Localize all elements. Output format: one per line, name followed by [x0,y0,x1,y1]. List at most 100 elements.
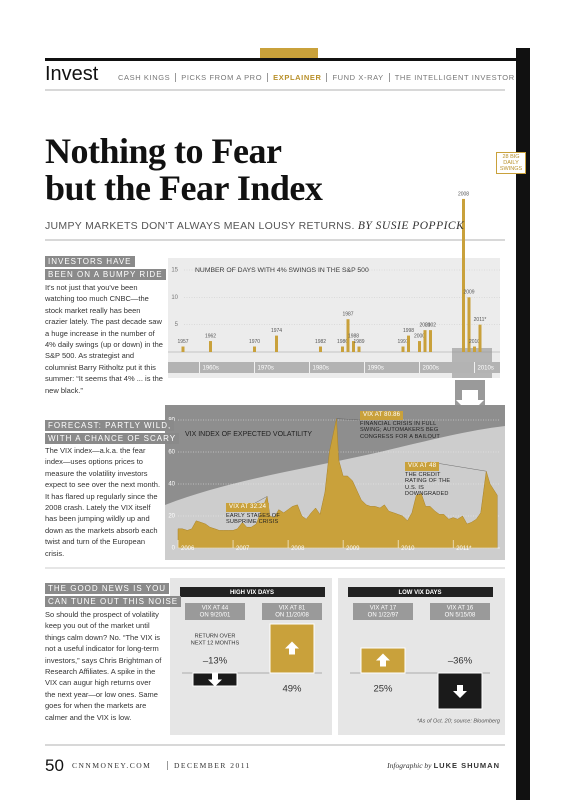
bar-label: 2002 [425,322,436,328]
bar-label: 1970 [249,339,260,345]
x-tick-label: 1990s [368,366,384,372]
panel-header [348,587,493,597]
byline: BY SUSIE POPPICK [357,220,465,232]
callout-note: FINANCIAL CRISIS IN FULL SWING; AUTOMAKE… [360,420,440,440]
x-tick-label: 2010 [401,546,415,552]
bar-label: 1998 [403,328,414,334]
y-tick-label: 60 [168,450,175,456]
return-note: RETURN OVER [195,633,236,639]
vix-area [177,418,498,549]
category-label: VIX AT 44 [202,606,229,612]
decade-band [168,362,500,373]
bar [275,335,278,352]
bar-label: 2010 [469,339,480,345]
down-arrow [208,673,222,687]
bar [319,346,322,352]
headline-line: Nothing to Fear [45,131,282,171]
section-name: Invest [45,63,99,85]
leader-line [336,418,361,421]
top-rule [45,58,516,61]
y-tick-label: 5 [175,322,179,328]
section-heading: INVESTORS HAVE BEEN ON A BUMPY RIDE [45,256,166,282]
category-label: ON 5/15/08 [445,613,476,619]
bar-label: 2008 [458,191,469,197]
nav-item[interactable]: THE INTELLIGENT INVESTOR [388,73,520,82]
zoom-arrow [456,390,484,414]
bar-label: 1997 [397,339,408,345]
bar [357,346,361,352]
bar-label: 2001 [419,322,430,328]
callout-note: THE CREDIT RATING OF THE U.S. IS DOWNGRA… [405,471,451,498]
callout-label: VIX AT 48 [405,462,440,471]
deck: JUMPY MARKETS DON'T ALWAYS MEAN LOUSY RE… [45,220,464,232]
up-arrow [376,653,390,667]
heading-line: FORECAST: PARTLY WILD, [45,420,175,431]
body-text: So should the prospect of volatility kee… [45,610,162,722]
bar-label: 1974 [271,328,282,334]
bar [352,341,355,352]
category-label: VIX AT 17 [370,606,397,612]
y-tick-label: 40 [168,482,175,488]
bar [181,346,185,352]
callout-label: VIX AT 80.86 [360,411,404,420]
bar [478,324,482,352]
y-tick-label: 0 [172,546,176,552]
bar [423,330,427,352]
bar [407,335,410,352]
category-box [185,603,245,620]
heading-line: INVESTORS HAVE [45,256,135,267]
value-label: 25% [373,684,393,695]
nav-item[interactable]: FUND X-RAY [326,73,389,82]
return-note: NEXT 12 MONTHS [191,640,240,646]
nav: CASH KINGS PICKS FROM A PRO EXPLAINER FUND … [118,73,520,82]
headline-line: but the Fear Index [45,168,323,208]
bar [462,198,465,352]
vix-callout: VIX AT 48 THE CREDIT RATING OF THE U.S. I… [405,462,463,498]
panel-title: LOW VIX DAYS [398,590,441,596]
nav-item[interactable]: EXPLAINER [267,73,327,82]
section-heading: FORECAST: PARTLY WILD, WITH A CHANCE OF S… [45,420,180,446]
x-tick-label: 2009 [346,546,360,552]
category-box [353,603,413,620]
bar-label: 1962 [205,333,216,339]
bar [341,346,344,352]
site: CNNMONEY.COM [72,761,152,770]
bar-label: 2009 [463,290,474,296]
panel-header [180,587,325,597]
artist: LUKE SHUMAN [433,761,500,770]
body-text: It's not just that you've been watching … [45,283,163,395]
bar [253,346,256,352]
bar [418,341,421,352]
bar-label: 2011* [474,317,487,323]
nav-item[interactable]: CASH KINGS [118,73,171,82]
x-tick-label: 1960s [203,366,219,372]
credit-text: Infographic by [387,761,432,770]
issue-date: DECEMBER 2011 [167,761,251,770]
y-tick-label: 15 [171,268,178,274]
deck-text: JUMPY MARKETS DON'T ALWAYS MEAN LOUSY RE… [45,220,355,232]
category-box [430,603,490,620]
value-label: –36% [448,656,473,667]
credit: Infographic by LUKE SHUMAN [387,761,500,770]
bar-label: 1957 [177,339,188,345]
vix-callout: VIX AT 32.24 EARLY STAGES OF SUBPRIME CRI… [226,503,288,526]
bar [467,297,471,352]
bar [401,346,405,352]
swings-panel [168,258,500,378]
chart-title: NUMBER OF DAYS WITH 4% SWINGS IN THE S&P… [195,267,369,274]
x-tick-label: 2006 [181,546,195,552]
down-arrow [453,685,467,698]
nav-item[interactable]: PICKS FROM A PRO [175,73,268,82]
bar-label: 1982 [315,339,326,345]
vix-callout: VIX AT 80.86 FINANCIAL CRISIS IN FULL SWI… [360,411,440,440]
edge-bar [516,48,530,800]
category-label: ON 11/20/08 [275,613,309,619]
x-tick-label: 2007 [236,546,250,552]
category-label: VIX AT 16 [447,606,474,612]
y-tick-label: 20 [168,514,175,520]
leader-line [254,496,268,504]
category-label: VIX AT 81 [279,606,306,612]
x-tick-label: 2008 [291,546,305,552]
